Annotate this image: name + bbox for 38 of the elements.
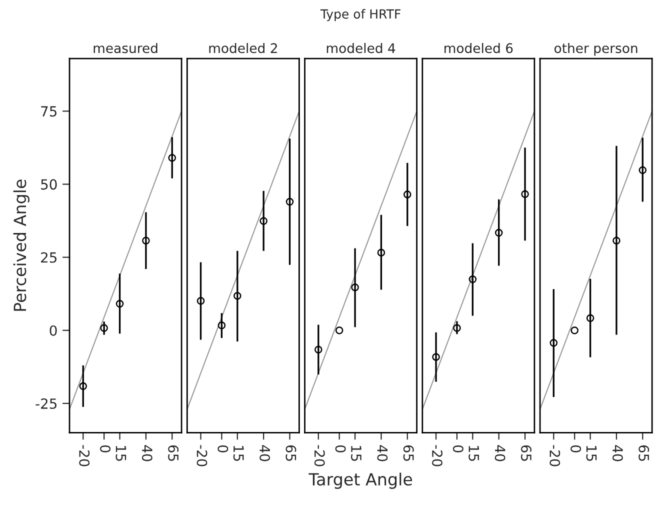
chart-title: modeled 4 — [326, 42, 396, 54]
chart-title: modeled 6 — [444, 42, 513, 54]
x-tick-label: -20 — [314, 445, 325, 466]
chart-title: other person — [554, 42, 638, 56]
x-tick-label: -20 — [550, 445, 560, 466]
x-tick-label: 40 — [142, 445, 152, 462]
text: Type of HRTF — [320, 9, 400, 22]
x-tick-label: 15 — [233, 446, 244, 461]
chart-title: modeled 2 — [209, 42, 277, 54]
x-tick-label: 0 — [218, 445, 228, 452]
x-tick-label: 15 — [468, 446, 479, 461]
y-tick-label: 75 — [41, 106, 56, 117]
y-tick-label: 0 — [50, 325, 57, 336]
x-tick-label: -20 — [79, 445, 90, 466]
y-axis-title: Perceived Angle — [13, 180, 30, 311]
x-tick-label: 15 — [116, 446, 126, 461]
x-tick-label: 65 — [286, 445, 296, 461]
x-tick-label: 0 — [452, 445, 464, 452]
x-tick-label: 65 — [403, 445, 414, 461]
x-tick-label: -20 — [432, 445, 442, 466]
x-tick-label: 65 — [168, 445, 179, 461]
x-tick-label: 40 — [612, 445, 623, 462]
x-tick-label: 40 — [494, 445, 506, 462]
x-tick-label: 40 — [377, 445, 388, 462]
x-tick-label: 0 — [570, 445, 582, 452]
x-tick-label: 65 — [520, 445, 532, 461]
y-tick-label: 50 — [41, 179, 57, 190]
x-tick-label: 0 — [100, 445, 111, 452]
x-tick-label: 0 — [335, 445, 346, 452]
y-tick-label: -25 — [36, 398, 56, 409]
x-tick-label: 15 — [586, 446, 597, 461]
x-axis-title: Target Angle — [308, 472, 412, 489]
chart-title: measured — [94, 42, 158, 54]
x-tick-label: -20 — [196, 445, 208, 466]
x-tick-label: 15 — [351, 446, 362, 461]
y-tick-label: 25 — [41, 252, 56, 263]
x-tick-label: 65 — [638, 445, 650, 461]
x-tick-label: 40 — [260, 445, 270, 462]
